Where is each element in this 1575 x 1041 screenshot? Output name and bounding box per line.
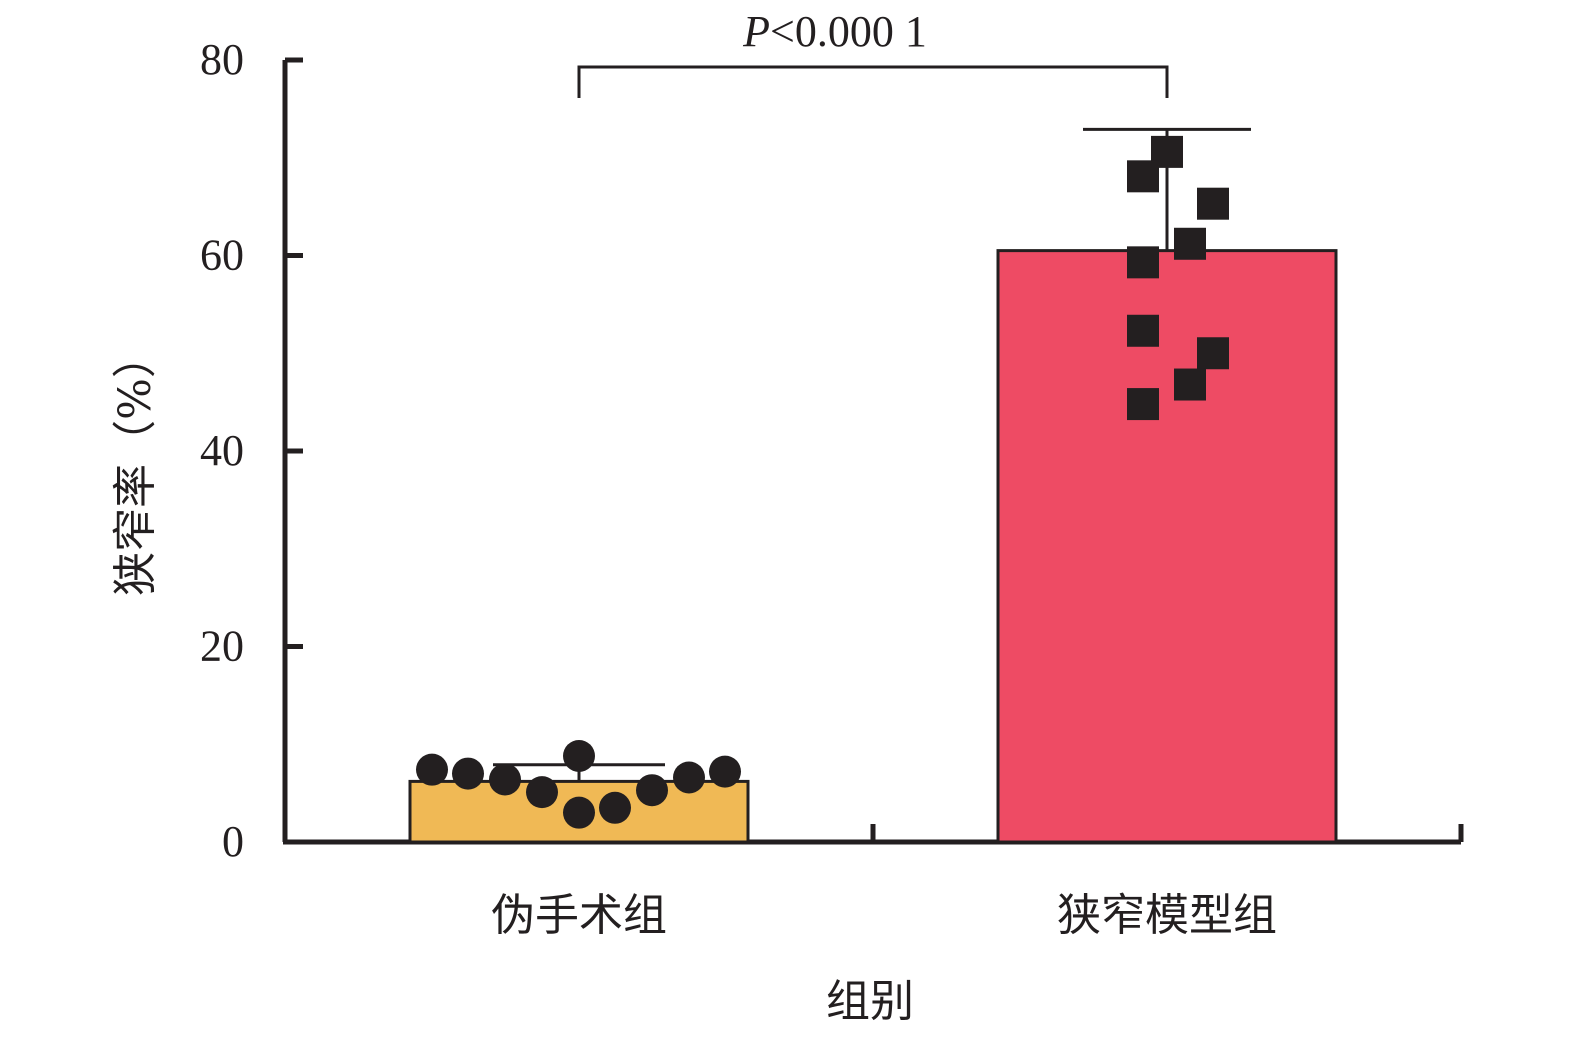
data-point: [1127, 160, 1159, 193]
x-tick-label: 伪手术组: [491, 890, 667, 941]
data-point: [673, 761, 705, 794]
data-point: [563, 796, 595, 829]
data-point: [1197, 187, 1229, 220]
bar: [996, 249, 1338, 844]
data-point: [416, 753, 448, 786]
data-point: [526, 776, 558, 809]
y-tick-label: 0: [222, 817, 244, 866]
data-point: [1174, 227, 1206, 260]
y-tick-label: 40: [200, 426, 244, 475]
x-tick-label: 狭窄模型组: [1057, 890, 1277, 941]
data-point: [563, 739, 595, 772]
data-point: [489, 763, 521, 796]
data-point: [1127, 246, 1159, 279]
data-point: [709, 755, 741, 788]
significance-bracket: P<0.000 1: [577, 7, 1169, 98]
y-axis-label: 狭窄率（%）: [110, 334, 161, 596]
x-axis-label: 组别: [826, 976, 914, 1027]
data-point: [1197, 337, 1229, 370]
data-point: [452, 757, 484, 790]
y-tick-label: 80: [200, 35, 244, 84]
y-tick-label: 20: [200, 622, 244, 671]
data-point: [1127, 388, 1159, 421]
significance-label: P<0.000 1: [742, 7, 927, 56]
data-points: [416, 135, 1229, 829]
data-point: [599, 791, 631, 824]
y-tick-label: 60: [200, 231, 244, 280]
data-point: [1127, 314, 1159, 347]
bracket-line: [577, 65, 1169, 98]
data-point: [636, 774, 668, 807]
data-point: [1174, 368, 1206, 401]
